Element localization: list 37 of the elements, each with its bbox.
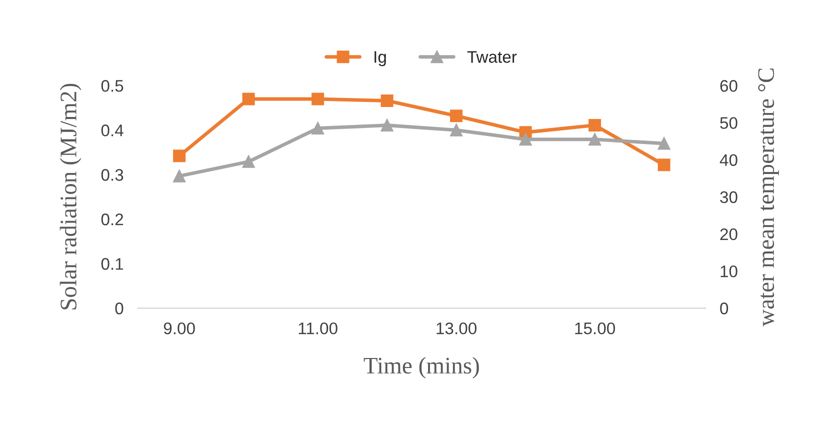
x-tick-label: 15.00	[575, 322, 615, 334]
y2-tick-label: 10	[720, 265, 738, 278]
y2-tick-label: 20	[720, 228, 738, 240]
point	[173, 170, 186, 182]
x-tick-label: 11.00	[298, 322, 338, 334]
point	[658, 158, 670, 172]
point	[450, 124, 463, 136]
legend-label: Twater	[467, 51, 517, 63]
y2-tick-label: 40	[720, 154, 738, 166]
y-tick-label: 0.2	[101, 214, 124, 226]
y-tick-label: 0.4	[101, 124, 124, 136]
y2-tick-label: 50	[720, 117, 738, 129]
point	[658, 137, 670, 150]
y2-tick-label: 0	[720, 302, 728, 314]
y-tick-label: 0.3	[101, 169, 124, 181]
point	[588, 133, 602, 146]
point	[519, 133, 532, 146]
point	[312, 92, 324, 106]
y2-tick-label: 30	[720, 191, 738, 204]
y-tick-label: 0.5	[101, 80, 124, 92]
point	[173, 150, 186, 162]
y-tick-label: 0.1	[101, 258, 124, 270]
y2-axis-title: water mean temperature °C	[758, 68, 779, 326]
point	[242, 155, 255, 168]
x-tick-label: 9.00	[164, 322, 195, 334]
legend-label: Ig	[374, 51, 386, 66]
point	[450, 110, 463, 122]
point	[380, 94, 394, 107]
y-tick-label: 0	[115, 302, 124, 314]
point	[588, 118, 602, 132]
point	[242, 92, 255, 106]
x-tick-label: 13.00	[436, 322, 476, 334]
point	[312, 122, 324, 135]
y-axis-title: Solar radiation (MJ/m2)	[60, 84, 82, 310]
y2-tick-label: 60	[720, 80, 738, 92]
x-axis-title: Time (mins)	[364, 357, 479, 378]
point	[380, 119, 394, 132]
